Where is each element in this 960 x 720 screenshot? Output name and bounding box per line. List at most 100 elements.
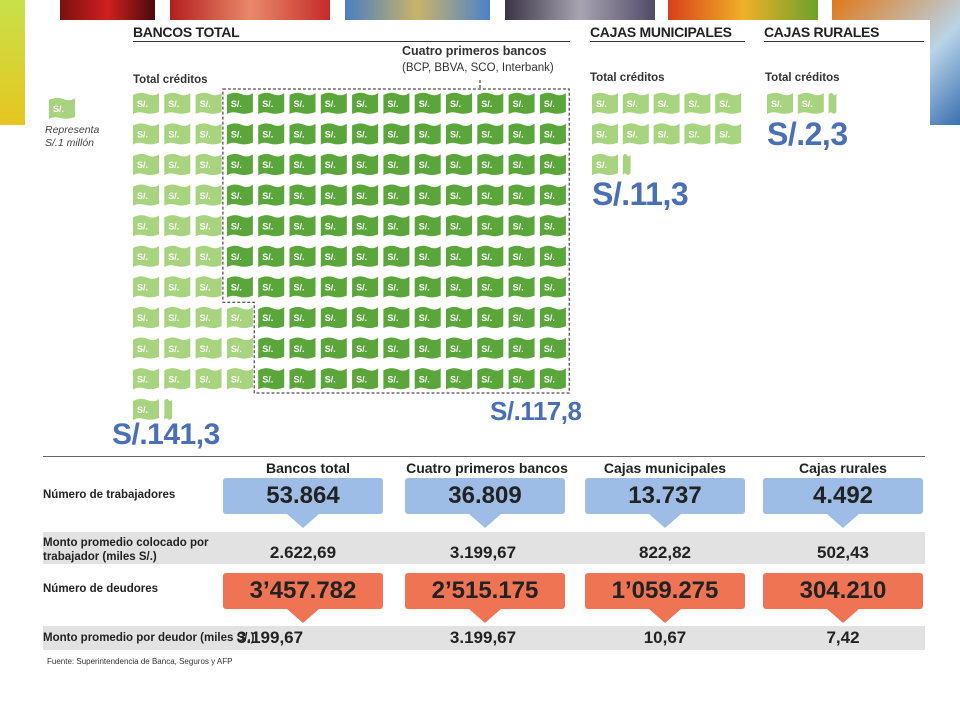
bill-cuatro: S/. [508, 337, 535, 359]
bill-cuatro: S/. [539, 276, 566, 298]
bill-bancos: S/. [133, 215, 159, 237]
bill-bancos: S/. [164, 276, 191, 298]
svg-text:S/.: S/. [231, 374, 242, 384]
bill-cuatro: S/. [539, 123, 566, 145]
bill-bancos: S/. [133, 337, 159, 359]
photo-hand [170, 0, 330, 20]
svg-text:S/.: S/. [544, 344, 555, 354]
bill-cuatro: S/. [539, 92, 566, 114]
svg-text:S/.: S/. [356, 160, 367, 170]
bill-bancos: S/. [195, 92, 222, 114]
svg-text:S/.: S/. [387, 313, 398, 323]
bill-cajas-municipales: S/. [592, 92, 618, 114]
col-head-bancos: Bancos total [265, 460, 350, 476]
bill-cuatro: S/. [446, 368, 472, 390]
bill-cuatro: S/. [258, 123, 285, 145]
svg-text:S/.: S/. [544, 252, 555, 262]
bill-cuatro: S/. [383, 215, 410, 237]
svg-text:S/.: S/. [627, 130, 638, 140]
svg-text:S/.: S/. [356, 313, 367, 323]
bill-cajas-rurales: S/. [767, 92, 793, 114]
bill-cuatro: S/. [414, 92, 441, 114]
svg-text:S/.: S/. [356, 344, 367, 354]
bancos-title: BANCOS TOTAL [133, 24, 240, 40]
bill-cuatro: S/. [226, 153, 253, 176]
bill-cajas-rurales: S/. [797, 92, 824, 114]
bill-bancos: S/. [133, 184, 159, 206]
bill-cuatro: S/. [508, 245, 535, 267]
bill-cuatro: S/. [414, 245, 441, 267]
svg-text:S/.: S/. [481, 221, 492, 231]
svg-text:S/.: S/. [262, 130, 273, 140]
svg-text:S/.: S/. [168, 344, 179, 354]
svg-text:S/.: S/. [596, 130, 607, 140]
svg-text:S/.: S/. [356, 374, 367, 384]
svg-text:S/.: S/. [231, 99, 242, 109]
bill-cuatro: S/. [258, 337, 285, 359]
svg-text:S/.: S/. [481, 344, 492, 354]
bill-cajas-municipales: S/. [592, 123, 618, 145]
svg-text:S/.: S/. [450, 313, 461, 323]
bill-cuatro: S/. [320, 184, 347, 206]
row-label-monto-deudor: Monto promedio por deudor (miles S/.) [43, 632, 255, 644]
bill-cuatro: S/. [320, 153, 347, 176]
bill-cuatro: S/. [414, 337, 441, 359]
bill-cuatro: S/. [320, 306, 347, 329]
bill-cuatro: S/. [320, 276, 347, 298]
bill-bancos: S/. [133, 92, 159, 114]
svg-text:S/.: S/. [450, 252, 461, 262]
svg-text:S/.: S/. [419, 313, 430, 323]
svg-text:S/.: S/. [325, 191, 336, 201]
svg-text:S/.: S/. [658, 130, 669, 140]
bill-cuatro: S/. [414, 153, 441, 176]
bill-bancos: S/. [226, 337, 253, 359]
svg-text:S/.: S/. [419, 160, 430, 170]
bill-cuatro: S/. [383, 337, 410, 359]
bill-bancos [164, 398, 173, 420]
svg-text:S/.: S/. [200, 374, 211, 384]
bill-cuatro: S/. [539, 337, 566, 359]
bill-cajas-municipales: S/. [684, 123, 711, 145]
bill-cajas-municipales: S/. [653, 92, 680, 114]
svg-text:S/.: S/. [513, 252, 524, 262]
bill-cuatro: S/. [352, 123, 379, 145]
svg-text:S/.: S/. [200, 99, 211, 109]
svg-text:S/.: S/. [513, 130, 524, 140]
row-band-monto-trabajador [43, 532, 925, 564]
photo-globe [345, 0, 490, 20]
svg-text:S/.: S/. [200, 191, 211, 201]
bill-cuatro: S/. [446, 123, 472, 145]
svg-text:S/.: S/. [544, 283, 555, 293]
svg-text:S/.: S/. [544, 130, 555, 140]
svg-text:S/.: S/. [450, 344, 461, 354]
svg-text:S/.: S/. [802, 99, 813, 109]
svg-text:S/.: S/. [137, 99, 148, 109]
bill-cuatro: S/. [446, 276, 472, 298]
col-head-cajas-rur: Cajas rurales [799, 460, 887, 476]
bill-bancos: S/. [195, 245, 222, 267]
bill-cuatro: S/. [320, 337, 347, 359]
bill-cuatro: S/. [414, 123, 441, 145]
bancos-total: S/.141,3 [112, 418, 220, 451]
cajas-mun-sub: Total créditos [590, 72, 665, 84]
bill-cuatro: S/. [352, 276, 379, 298]
svg-text:S/.: S/. [137, 344, 148, 354]
svg-text:S/.: S/. [387, 191, 398, 201]
photo-coins [505, 0, 655, 20]
svg-text:S/.: S/. [294, 313, 305, 323]
svg-text:S/.: S/. [168, 283, 179, 293]
bancos-sub: Total créditos [133, 74, 208, 86]
svg-text:S/.: S/. [137, 160, 148, 170]
bill-bancos: S/. [164, 215, 191, 237]
legend-bill: S/. [49, 97, 75, 119]
bill-cuatro: S/. [508, 123, 535, 145]
svg-text:S/.: S/. [419, 191, 430, 201]
svg-text:S/.: S/. [325, 221, 336, 231]
svg-text:S/.: S/. [231, 283, 242, 293]
deudores-bancos: 3’457.782 [223, 573, 383, 623]
svg-text:S/.: S/. [231, 344, 242, 354]
cuatro-bancos-outline [222, 88, 570, 394]
svg-text:S/.: S/. [719, 130, 730, 140]
svg-text:S/.: S/. [262, 221, 273, 231]
svg-text:S/.: S/. [294, 283, 305, 293]
